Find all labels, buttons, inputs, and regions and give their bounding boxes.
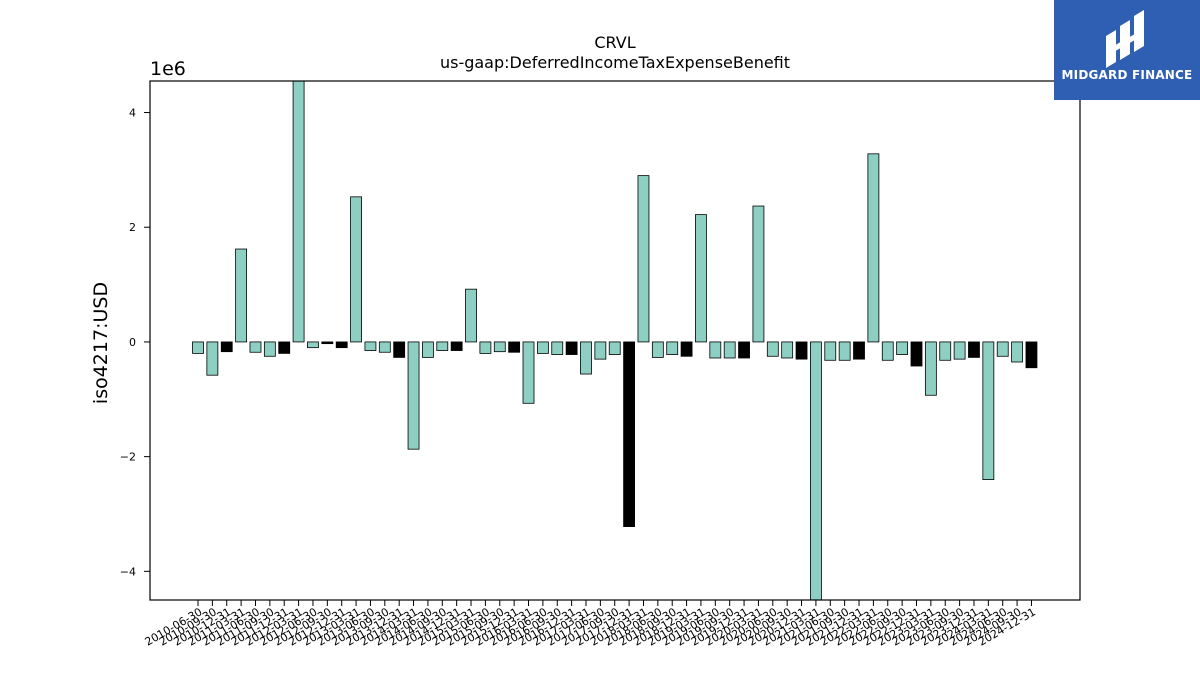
bar-2022-03-31 — [867, 153, 880, 343]
brand-logo: MIDGARD FINANCE — [1054, 0, 1200, 100]
bar-2023-06-30 — [939, 341, 952, 361]
bar-2016-12-31 — [565, 341, 578, 355]
chart-title: CRVL — [594, 33, 635, 52]
bar-2021-09-30 — [838, 341, 851, 361]
bar-2012-03-31 — [292, 80, 305, 343]
bar-2017-03-31 — [580, 341, 592, 375]
bar-2016-09-30 — [551, 341, 564, 355]
bar-2021-12-31 — [853, 341, 865, 360]
bar-2011-09-30 — [263, 341, 276, 357]
y-tick-label: 2 — [129, 221, 136, 234]
bar-2015-03-31 — [465, 288, 477, 343]
bar-2022-06-30 — [881, 341, 894, 361]
bar-2010-09-30 — [206, 341, 219, 376]
bar-2018-03-31 — [637, 175, 650, 343]
bar-2023-03-31 — [924, 341, 937, 396]
bar-2012-06-30 — [307, 341, 319, 349]
y-tick-label: −2 — [120, 451, 136, 464]
bar-2010-12-31 — [220, 341, 233, 353]
bar-2020-03-31 — [752, 205, 765, 343]
y-tick-label: 4 — [129, 107, 136, 120]
bar-2017-09-30 — [608, 341, 621, 355]
bar-2024-03-31 — [982, 341, 995, 480]
bar-2011-06-30 — [249, 341, 262, 353]
bars-group — [192, 80, 1038, 601]
bar-2017-12-31 — [623, 341, 635, 527]
bar-2011-12-31 — [278, 341, 291, 354]
bar-2021-03-31 — [810, 341, 822, 601]
bar-2023-12-31 — [968, 341, 980, 358]
bar-2014-12-31 — [450, 341, 463, 351]
brand-name: MIDGARD FINANCE — [1061, 68, 1193, 82]
chart-subtitle: us-gaap:DeferredIncomeTaxExpenseBenefit — [440, 53, 790, 72]
plot-frame — [149, 80, 1081, 601]
y-ticks-group: −4 −2 0 2 4 — [120, 107, 150, 578]
bar-2020-12-31 — [795, 341, 808, 360]
bar-2019-12-31 — [738, 341, 750, 359]
bar-2024-12-31 — [1025, 341, 1038, 369]
bar-2013-09-30 — [378, 341, 391, 353]
bar-2024-09-30 — [1011, 341, 1023, 363]
bar-2018-06-30 — [651, 341, 664, 358]
bar-2015-12-31 — [508, 341, 521, 353]
bar-2022-12-31 — [910, 341, 923, 367]
bar-2019-09-30 — [723, 341, 736, 359]
bar-2014-09-30 — [436, 341, 449, 351]
midgard-logo-icon — [1106, 10, 1144, 68]
bar-2011-03-31 — [235, 248, 248, 343]
bar-2021-06-30 — [824, 341, 837, 361]
bar-2016-03-31 — [522, 341, 535, 404]
bar-2018-09-30 — [666, 341, 679, 355]
bar-2016-06-30 — [536, 341, 549, 354]
bar-2014-06-30 — [422, 341, 434, 358]
bar-2014-03-31 — [407, 341, 420, 450]
bar-2018-12-31 — [680, 341, 693, 357]
bar-2022-09-30 — [896, 341, 909, 355]
bar-2010-06-30 — [192, 341, 204, 354]
bar-2017-06-30 — [594, 341, 607, 360]
bar-2020-09-30 — [781, 341, 794, 359]
bar-2012-09-30 — [321, 341, 334, 345]
bar-2013-06-30 — [364, 341, 377, 351]
x-ticks-group: 2010-06-302010-09-302010-12-312011-03-31… — [143, 600, 1038, 649]
bar-2012-12-31 — [335, 341, 348, 349]
y-tick-label: 0 — [129, 336, 136, 349]
bar-2013-03-31 — [350, 196, 362, 343]
bar-2023-09-30 — [953, 341, 966, 360]
y-axis-label: iso4217:USD — [90, 282, 112, 404]
y-tick-label: −4 — [120, 565, 136, 578]
bar-2019-03-31 — [695, 214, 707, 343]
y-scale-label: 1e6 — [150, 58, 186, 80]
bar-2024-06-30 — [996, 341, 1009, 357]
bar-2015-06-30 — [479, 341, 492, 354]
bar-2020-06-30 — [766, 341, 779, 357]
bar-2015-09-30 — [493, 341, 506, 353]
bar-2013-12-31 — [393, 341, 406, 358]
bar-2019-06-30 — [709, 341, 722, 359]
